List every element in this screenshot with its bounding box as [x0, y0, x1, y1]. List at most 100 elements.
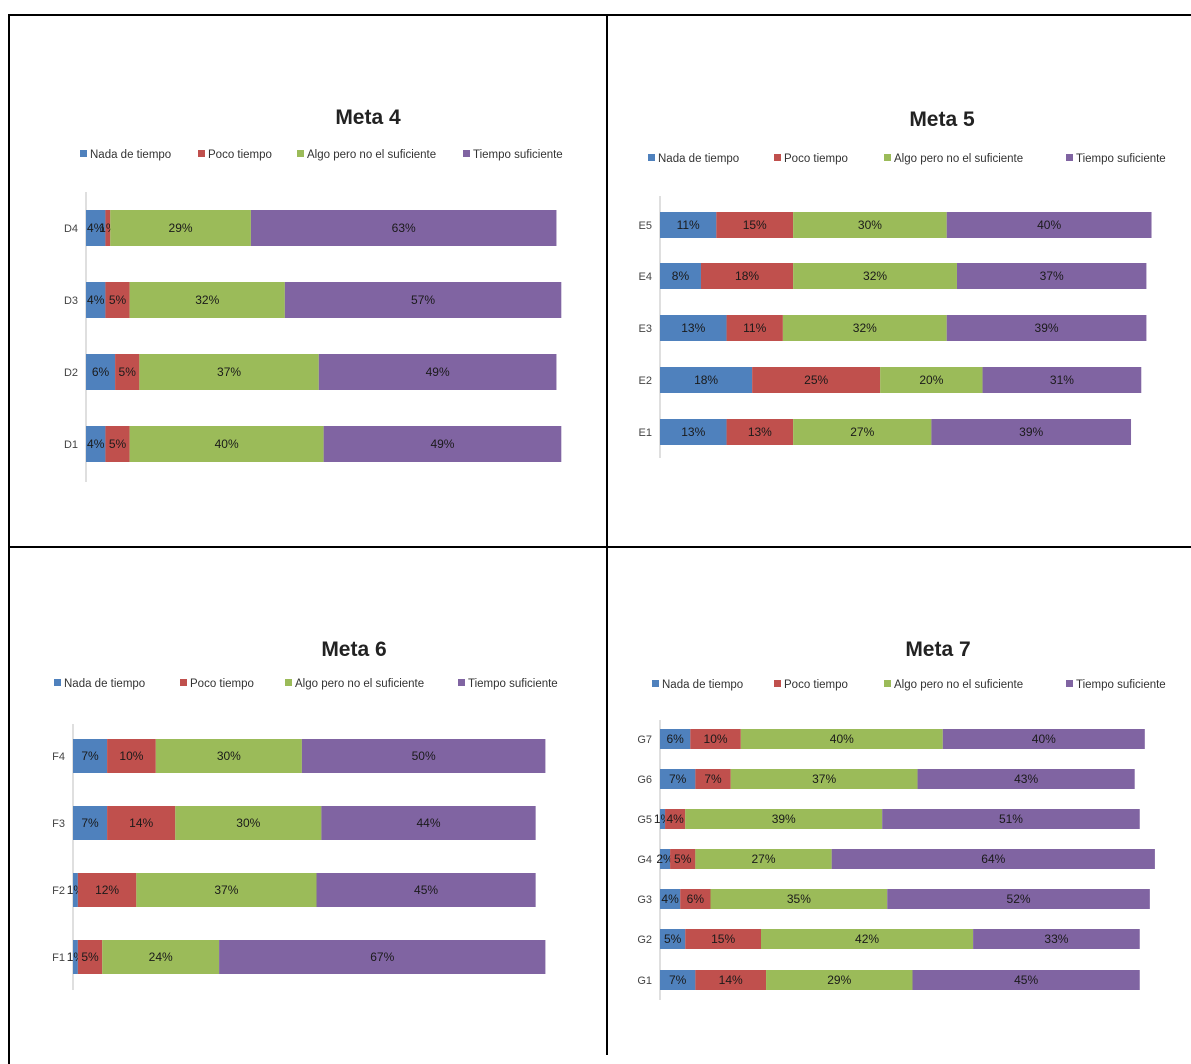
category-label-e3: E3 [639, 323, 652, 335]
data-label-g2-nada-de-tiempo: 5% [664, 932, 682, 946]
bar-segment-g7-poco-tiempo [690, 729, 741, 749]
data-label-f1-poco-tiempo: 5% [81, 950, 99, 964]
data-label-e3-algo-pero-no-el-suficiente: 32% [853, 321, 877, 335]
data-label-g6-algo-pero-no-el-suficiente: 37% [812, 772, 836, 786]
data-label-e5-nada-de-tiempo: 11% [677, 218, 700, 232]
category-label-f1: F1 [52, 952, 65, 964]
bar-segment-e1-tiempo-suficiente [931, 419, 1132, 445]
category-label-g7: G7 [637, 734, 652, 746]
data-label-e1-nada-de-tiempo: 13% [681, 425, 705, 439]
legend-swatch-nada-de-tiempo [80, 150, 87, 157]
bar-segment-e3-nada-de-tiempo [660, 315, 727, 341]
legend-swatch-nada-de-tiempo [54, 679, 61, 686]
data-label-f2-poco-tiempo: 12% [95, 883, 119, 897]
data-label-f4-nada-de-tiempo: 7% [81, 749, 99, 763]
data-label-f4-algo-pero-no-el-suficiente: 30% [217, 749, 241, 763]
data-label-e4-tiempo-suficiente: 37% [1040, 269, 1064, 283]
legend-swatch-nada-de-tiempo [652, 680, 659, 687]
bar-segment-e3-tiempo-suficiente [946, 315, 1147, 341]
category-label-g4: G4 [637, 854, 652, 866]
data-label-d2-tiempo-suficiente: 49% [426, 365, 450, 379]
bar-segment-g5-algo-pero-no-el-suficiente [685, 809, 883, 829]
bar-segment-g3-nada-de-tiempo [660, 889, 681, 909]
bar-segment-d4-tiempo-suficiente [250, 210, 557, 246]
legend-label-nada-de-tiempo: Nada de tiempo [64, 678, 145, 690]
data-label-e4-algo-pero-no-el-suficiente: 32% [863, 269, 887, 283]
bar-segment-g3-poco-tiempo [680, 889, 711, 909]
legend-swatch-tiempo-suficiente [463, 150, 470, 157]
legend-swatch-algo-pero-no-el-suficiente [297, 150, 304, 157]
category-label-g2: G2 [637, 934, 652, 946]
legend-label-poco-tiempo: Poco tiempo [190, 678, 254, 690]
category-label-d1: D1 [64, 439, 78, 451]
data-label-e5-algo-pero-no-el-suficiente: 30% [858, 218, 882, 232]
chart-panel-meta-4: Meta 4 Nada de tiempo Poco tiempo Algo pero… [10, 16, 606, 546]
data-label-g1-nada-de-tiempo: 7% [669, 973, 687, 987]
data-label-f1-algo-pero-no-el-suficiente: 24% [149, 950, 173, 964]
legend-swatch-algo-pero-no-el-suficiente [285, 679, 292, 686]
data-label-e2-tiempo-suficiente: 31% [1050, 373, 1074, 387]
legend-label-nada-de-tiempo: Nada de tiempo [90, 149, 171, 161]
bar-segment-f2-nada-de-tiempo [73, 873, 78, 907]
bar-segment-f3-poco-tiempo [107, 806, 176, 840]
legend-label-poco-tiempo: Poco tiempo [208, 149, 272, 161]
bar-segment-d3-poco-tiempo [105, 282, 130, 318]
bar-segment-f2-algo-pero-no-el-suficiente [136, 873, 317, 907]
bar-segment-f1-algo-pero-no-el-suficiente [102, 940, 220, 974]
legend-label-nada-de-tiempo: Nada de tiempo [662, 679, 743, 691]
category-label-e5: E5 [639, 220, 652, 232]
category-label-d3: D3 [64, 295, 78, 307]
data-label-d1-nada-de-tiempo: 4% [87, 437, 105, 451]
legend-label-nada-de-tiempo: Nada de tiempo [658, 153, 739, 165]
bar-segment-f1-tiempo-suficiente [219, 940, 546, 974]
bar-segment-d3-nada-de-tiempo [86, 282, 106, 318]
bar-segment-g5-poco-tiempo [665, 809, 686, 829]
data-label-g3-poco-tiempo: 6% [687, 892, 705, 906]
data-label-f3-tiempo-suficiente: 44% [416, 816, 440, 830]
category-label-g1: G1 [637, 975, 652, 987]
bar-segment-g5-tiempo-suficiente [882, 809, 1140, 829]
data-label-g3-nada-de-tiempo: 4% [661, 892, 679, 906]
bar-segment-d3-algo-pero-no-el-suficiente [129, 282, 285, 318]
data-label-e1-tiempo-suficiente: 39% [1019, 425, 1043, 439]
data-label-g5-tiempo-suficiente: 51% [999, 812, 1023, 826]
bar-segment-d1-poco-tiempo [105, 426, 130, 462]
bar-segment-g2-poco-tiempo [685, 929, 761, 949]
data-label-g1-poco-tiempo: 14% [719, 973, 743, 987]
category-label-f4: F4 [52, 751, 65, 763]
data-label-e1-algo-pero-no-el-suficiente: 27% [850, 425, 874, 439]
chart-panel-meta-7: Meta 7 Nada de tiempo Poco tiempo Algo pero… [608, 548, 1191, 1055]
data-label-g4-poco-tiempo: 5% [674, 852, 692, 866]
data-label-d4-algo-pero-no-el-suficiente: 29% [169, 221, 193, 235]
legend-label-tiempo-suficiente: Tiempo suficiente [1076, 679, 1166, 691]
data-label-g7-nada-de-tiempo: 6% [666, 732, 684, 746]
bar-segment-d4-poco-tiempo [105, 210, 111, 246]
data-label-f3-nada-de-tiempo: 7% [81, 816, 99, 830]
data-label-d4-nada-de-tiempo: 4% [87, 221, 105, 235]
category-label-e2: E2 [639, 375, 652, 387]
data-label-g6-nada-de-tiempo: 7% [669, 772, 687, 786]
chart-svg-meta-7: Meta 7 Nada de tiempo Poco tiempo Algo pero… [637, 638, 1166, 1000]
data-label-g2-tiempo-suficiente: 33% [1044, 932, 1068, 946]
bar-segment-d2-poco-tiempo [115, 354, 140, 390]
grid-divider-vertical [606, 14, 608, 1055]
category-label-g3: G3 [637, 894, 652, 906]
bar-segment-d2-tiempo-suficiente [318, 354, 557, 390]
bar-segment-g4-tiempo-suficiente [831, 849, 1155, 869]
data-label-e1-poco-tiempo: 13% [748, 425, 772, 439]
data-label-d1-poco-tiempo: 5% [109, 437, 127, 451]
bar-segment-e2-nada-de-tiempo [660, 367, 753, 393]
chart-title: Meta 6 [321, 638, 386, 661]
bar-segment-d1-nada-de-tiempo [86, 426, 106, 462]
legend-swatch-poco-tiempo [774, 680, 781, 687]
data-label-f4-poco-tiempo: 10% [119, 749, 143, 763]
data-label-e4-nada-de-tiempo: 8% [672, 269, 690, 283]
data-label-g7-tiempo-suficiente: 40% [1032, 732, 1056, 746]
bar-segment-g6-poco-tiempo [695, 769, 731, 789]
bar-segment-f3-algo-pero-no-el-suficiente [175, 806, 322, 840]
bar-segment-e2-poco-tiempo [752, 367, 881, 393]
bar-segment-e5-tiempo-suficiente [946, 212, 1152, 238]
legend-label-poco-tiempo: Poco tiempo [784, 679, 848, 691]
category-label-g6: G6 [637, 774, 652, 786]
bar-segment-g1-nada-de-tiempo [660, 970, 696, 990]
